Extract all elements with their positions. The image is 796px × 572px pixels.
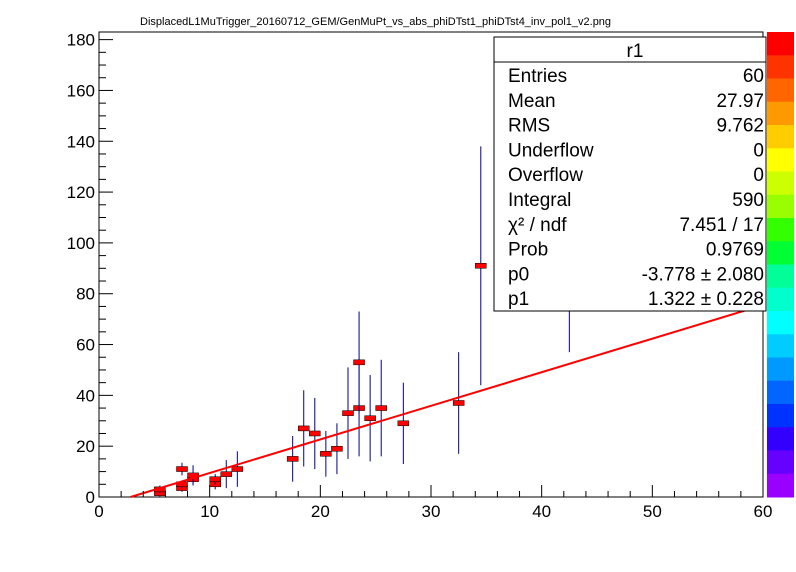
stats-row-label: p0 bbox=[508, 264, 529, 285]
stats-row-label: Underflow bbox=[508, 140, 594, 161]
fit-line bbox=[130, 304, 764, 498]
palette-swatch bbox=[767, 32, 794, 56]
point-marker bbox=[309, 430, 321, 437]
point-marker bbox=[353, 359, 365, 366]
x-tick-label: 10 bbox=[200, 502, 219, 521]
point-marker bbox=[286, 456, 299, 462]
data-point bbox=[309, 397, 321, 470]
x-tick-label: 60 bbox=[754, 502, 773, 521]
palette-swatch bbox=[767, 334, 794, 358]
palette-swatch bbox=[767, 194, 794, 219]
stats-box: r1 Entries 60 Mean 27.97 RMS 9.762 Underflow 0 Ov… bbox=[493, 36, 767, 312]
palette-swatch bbox=[767, 264, 794, 289]
point-marker bbox=[475, 263, 487, 269]
chart-title: DisplacedL1MuTrigger_20160712_GEM/GenMuP… bbox=[140, 16, 611, 28]
stats-row-value: 60 bbox=[743, 66, 764, 87]
data-point bbox=[286, 436, 299, 482]
palette-swatch bbox=[767, 450, 794, 475]
y-tick-label: 120 bbox=[67, 183, 95, 202]
data-point bbox=[187, 465, 199, 486]
palette-swatch bbox=[767, 241, 794, 265]
data-point bbox=[231, 451, 244, 487]
stats-row-label: Overflow bbox=[508, 165, 583, 186]
stats-row-value: 0.9769 bbox=[706, 240, 764, 261]
x-tick-label: 20 bbox=[311, 502, 330, 521]
y-tick-label: 40 bbox=[76, 386, 95, 405]
palette-swatch bbox=[767, 427, 794, 451]
palette-swatch bbox=[767, 171, 794, 196]
y-tick-label: 0 bbox=[86, 488, 95, 507]
palette-swatch bbox=[767, 311, 794, 335]
stats-row-value: 0 bbox=[753, 140, 764, 161]
y-tick-label: 140 bbox=[67, 132, 95, 151]
stats-row-label: RMS bbox=[508, 116, 550, 137]
palette-swatch bbox=[767, 218, 794, 242]
data-point bbox=[353, 311, 365, 414]
stats-row-value: 9.762 bbox=[716, 116, 764, 137]
point-marker bbox=[320, 451, 332, 457]
stats-row-label: Prob bbox=[508, 240, 548, 261]
stats-row-label: p1 bbox=[508, 289, 529, 310]
x-tick-label: 0 bbox=[94, 502, 103, 521]
palette-swatch bbox=[767, 55, 794, 79]
stats-row-value: -3.778 ± 2.080 bbox=[642, 264, 764, 285]
color-palette bbox=[767, 32, 794, 498]
y-tick-label: 100 bbox=[67, 234, 95, 253]
palette-swatch bbox=[767, 357, 794, 382]
fit-line-layer bbox=[130, 304, 764, 498]
palette-swatch bbox=[767, 473, 794, 498]
point-marker bbox=[452, 400, 465, 406]
stats-box-title: r1 bbox=[627, 41, 644, 62]
stats-row-value: 0 bbox=[753, 165, 764, 186]
palette-swatch bbox=[767, 148, 794, 172]
palette-swatch bbox=[767, 125, 794, 149]
x-tick-label: 30 bbox=[422, 502, 441, 521]
data-point bbox=[331, 423, 343, 475]
point-marker bbox=[331, 445, 343, 452]
palette-swatch bbox=[767, 404, 794, 428]
stats-box-frame bbox=[493, 36, 767, 312]
stats-row-label: Integral bbox=[508, 190, 571, 211]
stats-row-value: 590 bbox=[732, 190, 764, 211]
data-point bbox=[475, 146, 487, 386]
stats-row-label: Mean bbox=[508, 91, 556, 112]
data-point bbox=[220, 460, 233, 489]
point-marker bbox=[397, 420, 410, 427]
stats-row-label: χ² / ndf bbox=[508, 215, 567, 236]
data-point bbox=[364, 375, 376, 462]
data-point bbox=[452, 352, 465, 454]
data-point bbox=[375, 359, 387, 457]
y-tick-label: 60 bbox=[76, 336, 95, 355]
palette-swatch bbox=[767, 287, 794, 312]
palette-swatch bbox=[767, 380, 794, 405]
point-marker bbox=[364, 415, 376, 421]
point-marker bbox=[209, 476, 221, 482]
data-point bbox=[342, 367, 354, 459]
data-point bbox=[297, 390, 310, 467]
palette-swatch bbox=[767, 101, 794, 126]
point-marker bbox=[342, 410, 354, 416]
palette-swatch bbox=[767, 78, 794, 103]
y-tick-label: 160 bbox=[67, 81, 95, 100]
y-tick-label: 20 bbox=[76, 437, 95, 456]
y-tick-label: 180 bbox=[67, 31, 95, 50]
stats-row-value: 1.322 ± 0.228 bbox=[648, 289, 764, 310]
point-marker bbox=[231, 466, 244, 472]
point-marker bbox=[297, 425, 310, 432]
stats-row-value: 7.451 / 17 bbox=[679, 215, 764, 236]
data-points bbox=[154, 57, 576, 497]
stats-row-label: Entries bbox=[508, 66, 567, 87]
point-marker bbox=[375, 405, 387, 411]
x-tick-label: 50 bbox=[643, 502, 662, 521]
data-point bbox=[176, 462, 188, 476]
point-marker bbox=[176, 466, 188, 472]
point-marker bbox=[220, 471, 233, 477]
data-point bbox=[397, 382, 410, 464]
x-tick-label: 40 bbox=[532, 502, 551, 521]
data-point bbox=[209, 474, 221, 485]
y-tick-label: 80 bbox=[76, 285, 95, 304]
stats-row-value: 27.97 bbox=[716, 91, 764, 112]
axes: 0 10 20 30 40 50 60 0 20 40 60 80 100 120 140 160 180 bbox=[67, 31, 773, 521]
